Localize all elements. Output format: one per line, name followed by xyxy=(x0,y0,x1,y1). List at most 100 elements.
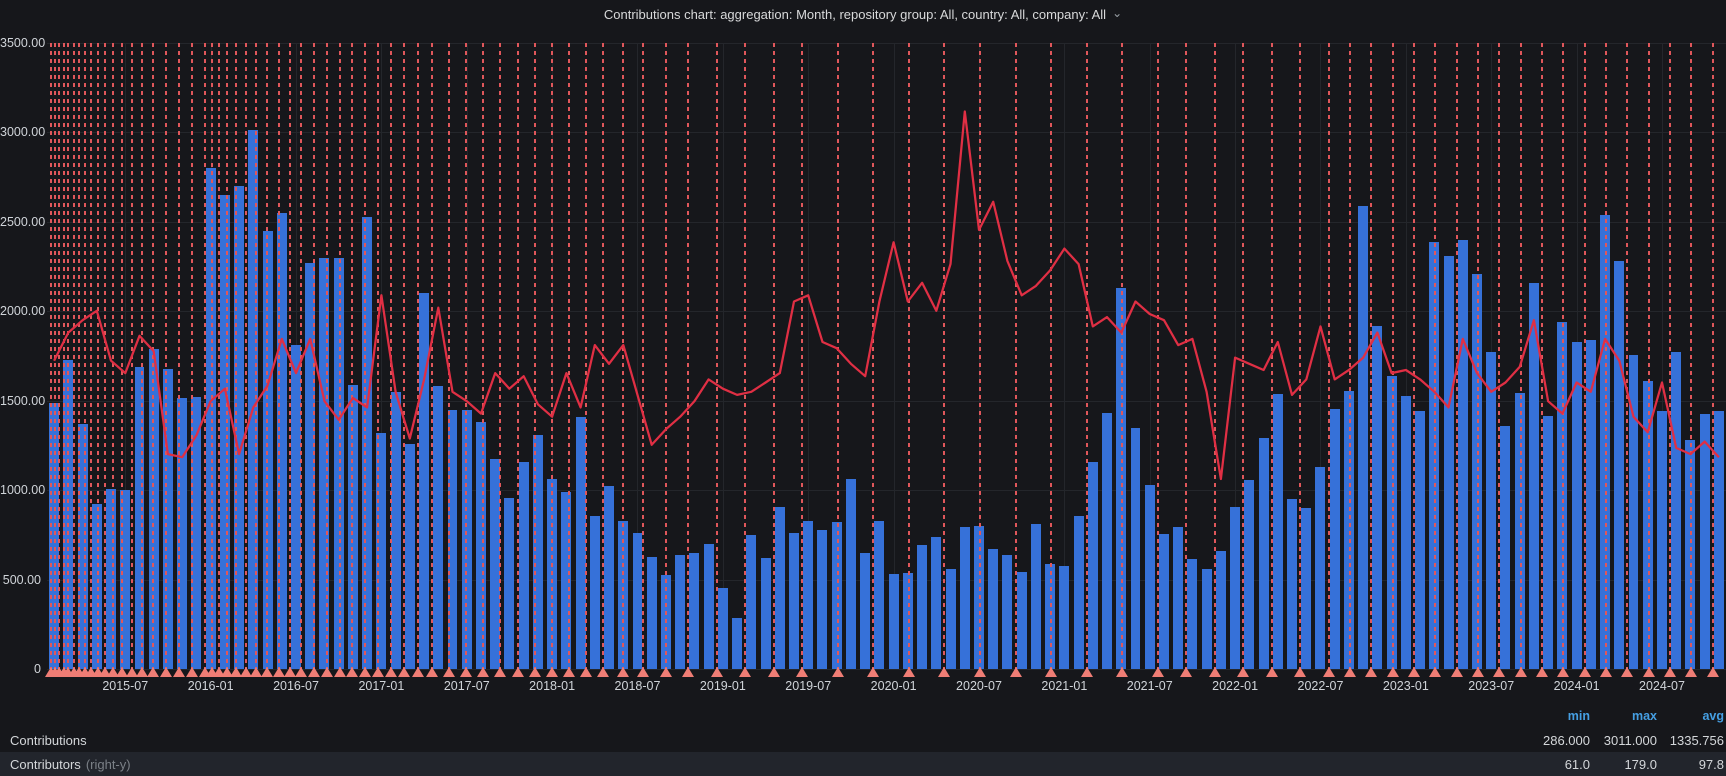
annotation-marker-icon xyxy=(1450,667,1463,677)
bar-2022-07 xyxy=(1315,466,1326,669)
annotation-line xyxy=(203,43,206,669)
y-axis-label: 3000.00 xyxy=(0,125,46,140)
v-gridline xyxy=(893,43,895,669)
x-axis-label: 2020-01 xyxy=(870,679,917,693)
annotation-marker-icon xyxy=(411,667,424,677)
annotation-marker-icon xyxy=(229,667,242,677)
h-gridline xyxy=(47,669,1726,670)
y-axis-label: 1500.00 xyxy=(0,393,46,408)
annotation-marker-icon xyxy=(1294,667,1307,677)
panel-title: Contributions chart: aggregation: Month,… xyxy=(603,6,1107,22)
h-gridline xyxy=(47,311,1726,313)
bar-2015-04 xyxy=(77,423,88,669)
bar-2019-08 xyxy=(817,529,828,669)
annotation-marker-icon xyxy=(796,667,809,677)
bar-2016-07 xyxy=(291,345,301,669)
annotation-marker-icon xyxy=(1685,667,1698,677)
v-gridline xyxy=(808,43,810,669)
annotation-line xyxy=(89,43,92,669)
bar-2021-10 xyxy=(1187,559,1198,669)
annotation-line xyxy=(83,43,86,669)
bar-2015-12 xyxy=(191,397,202,669)
bar-2023-05 xyxy=(1457,239,1468,669)
annotation-marker-icon xyxy=(767,667,780,677)
bar-2016-04 xyxy=(248,130,259,669)
bar-2023-02 xyxy=(1415,411,1426,669)
panel-title-button[interactable]: Contributions chart: aggregation: Month,… xyxy=(603,6,1122,22)
y-axis-label: 0 xyxy=(34,661,41,676)
bar-2022-02 xyxy=(1244,480,1255,669)
annotation-marker-icon xyxy=(545,667,558,677)
bar-2017-12 xyxy=(532,434,543,669)
annotation-line xyxy=(907,43,910,669)
annotation-line xyxy=(49,43,52,669)
annotation-line xyxy=(1519,43,1522,669)
annotation-line xyxy=(338,43,341,669)
bar-2019-06 xyxy=(789,533,799,669)
annotation-marker-icon xyxy=(205,667,218,677)
legend-min-value: 61.0 xyxy=(1564,756,1590,772)
x-axis-label: 2017-01 xyxy=(358,679,405,693)
annotation-line xyxy=(1348,43,1351,669)
bar-2020-06 xyxy=(959,526,970,669)
legend-label-contributions[interactable]: Contributions xyxy=(10,732,87,748)
x-axis-label: 2018-07 xyxy=(614,679,661,693)
legend-sort-max[interactable]: max xyxy=(1631,709,1657,723)
annotation-line xyxy=(664,43,667,669)
bar-2022-06 xyxy=(1301,508,1312,669)
v-gridline xyxy=(125,43,127,669)
annotation-line xyxy=(1242,43,1245,669)
annotation-line xyxy=(516,43,519,669)
legend-min-value: 286.000 xyxy=(1543,732,1590,748)
annotation-line xyxy=(533,43,536,669)
annotation-marker-icon xyxy=(107,667,120,677)
annotation-line xyxy=(872,43,875,669)
legend-sort-min[interactable]: min xyxy=(1567,709,1590,723)
bar-2016-01 xyxy=(205,168,216,669)
bar-2019-11 xyxy=(860,552,871,669)
annotation-marker-icon xyxy=(511,667,524,677)
v-gridline xyxy=(1405,43,1407,669)
legend-avg-value: 1335.756 xyxy=(1669,732,1724,748)
annotation-marker-icon xyxy=(973,667,986,677)
annotation-line xyxy=(1213,43,1216,669)
annotation-marker-icon xyxy=(1265,667,1278,677)
annotation-line xyxy=(715,43,718,669)
legend-label-contributors[interactable]: Contributors (right-y) xyxy=(10,756,131,772)
bar-2018-07 xyxy=(632,533,643,669)
annotation-marker-icon xyxy=(147,667,160,677)
annotation-marker-icon xyxy=(477,667,490,677)
annotation-line xyxy=(499,43,502,669)
bar-2017-02 xyxy=(390,391,401,669)
v-gridline xyxy=(381,43,383,669)
bar-2016-03 xyxy=(234,186,245,669)
bar-2020-09 xyxy=(1002,554,1013,669)
x-axis-label: 2016-07 xyxy=(273,679,319,693)
annotation-line xyxy=(1299,43,1302,669)
bar-2017-06 xyxy=(447,409,458,669)
line-layer xyxy=(47,43,1726,669)
y-axis-label: 3500.00 xyxy=(0,35,46,50)
annotation-line xyxy=(1085,43,1088,669)
plot-area[interactable] xyxy=(44,43,1726,677)
x-axis-label: 2022-01 xyxy=(1212,679,1259,693)
bar-2021-09 xyxy=(1173,526,1184,669)
bar-2024-03 xyxy=(1600,214,1611,669)
annotation-line xyxy=(1391,43,1394,669)
bar-2017-04 xyxy=(419,293,430,669)
bar-2024-10 xyxy=(1699,414,1710,669)
annotation-line xyxy=(402,43,405,669)
annotation-line xyxy=(1050,43,1053,669)
annotation-marker-icon xyxy=(1621,667,1634,677)
bar-2015-08 xyxy=(134,366,145,669)
legend-sort-avg[interactable]: avg xyxy=(1702,709,1724,723)
annotation-line xyxy=(62,43,65,669)
bar-2024-11 xyxy=(1713,411,1724,669)
annotation-line xyxy=(120,43,123,669)
v-gridline xyxy=(1661,43,1663,669)
annotation-line xyxy=(1156,43,1159,669)
bar-2024-09 xyxy=(1685,440,1696,669)
annotation-marker-icon xyxy=(1600,667,1613,677)
annotation-marker-icon xyxy=(261,667,274,677)
